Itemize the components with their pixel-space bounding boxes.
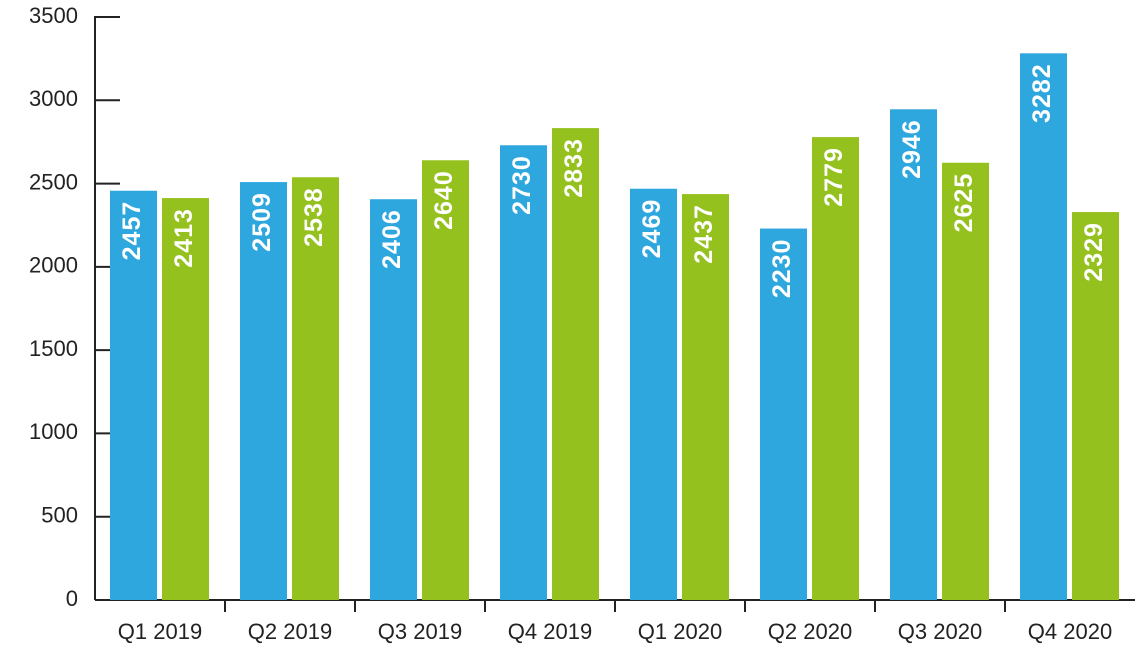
y-tick-label: 1000 [29, 419, 78, 444]
value-label: 2779 [820, 147, 848, 207]
bar [162, 198, 209, 600]
bar [422, 160, 469, 600]
x-tick-label: Q4 2020 [1028, 619, 1112, 644]
x-tick-label: Q1 2019 [118, 619, 202, 644]
value-label: 2625 [950, 173, 978, 233]
bar [110, 190, 157, 600]
value-label: 2437 [690, 204, 718, 264]
x-tick-label: Q2 2020 [768, 619, 852, 644]
value-label: 2509 [248, 192, 276, 252]
bar [292, 177, 339, 601]
x-tick-label: Q1 2020 [638, 619, 722, 644]
y-tick-label: 3000 [29, 86, 78, 111]
y-tick-label: 1500 [29, 336, 78, 361]
y-tick-label: 500 [41, 503, 78, 528]
bar [1020, 53, 1067, 601]
value-label: 2413 [170, 208, 198, 268]
value-label: 2230 [768, 239, 796, 299]
bar [812, 137, 859, 600]
value-label: 2833 [560, 138, 588, 198]
bar [240, 182, 287, 601]
y-tick-label: 0 [66, 586, 78, 611]
x-tick-label: Q3 2020 [898, 619, 982, 644]
bar [890, 109, 937, 600]
value-label: 2457 [118, 201, 146, 261]
x-tick-label: Q2 2019 [248, 619, 332, 644]
value-label: 2406 [378, 209, 406, 269]
value-label: 2730 [508, 155, 536, 215]
y-tick-label: 2000 [29, 253, 78, 278]
x-tick-label: Q3 2019 [378, 619, 462, 644]
bar [370, 199, 417, 601]
y-tick-label: 3500 [29, 3, 78, 28]
bar [760, 228, 807, 600]
bar [682, 194, 729, 600]
value-label: 2538 [300, 187, 328, 247]
bar [1072, 212, 1119, 600]
y-tick-label: 2500 [29, 169, 78, 194]
value-label: 2469 [638, 199, 666, 259]
value-label: 3282 [1028, 63, 1056, 123]
x-tick-label: Q4 2019 [508, 619, 592, 644]
value-label: 2640 [430, 170, 458, 230]
bar [500, 145, 547, 600]
value-label: 2946 [898, 119, 926, 179]
bar [552, 128, 599, 600]
value-label: 2329 [1080, 222, 1108, 282]
bar [630, 188, 677, 600]
bar [942, 162, 989, 600]
